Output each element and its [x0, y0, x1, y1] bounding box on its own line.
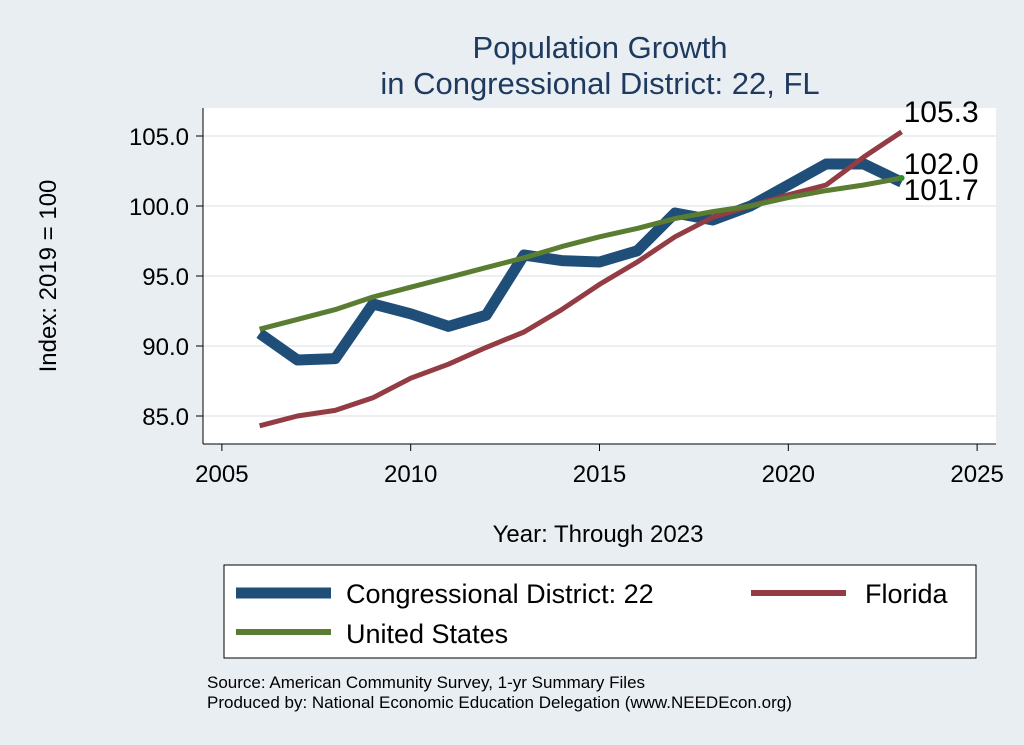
- chart-title-line-1: Population Growth: [472, 30, 727, 65]
- series-lines: [256, 129, 904, 429]
- x-tick-label-2: 2015: [573, 461, 626, 488]
- source-line-1: Source: American Community Survey, 1-yr …: [207, 673, 645, 692]
- x-tick-label-0: 2005: [195, 461, 248, 488]
- series-line-united-states: [258, 175, 903, 332]
- x-tick-label-4: 2025: [950, 461, 1003, 488]
- x-tick-label-1: 2010: [384, 461, 437, 488]
- grid-lines: [203, 135, 996, 417]
- legend-label-florida: Florida: [865, 579, 949, 609]
- y-tick-label-4: 105.0: [129, 124, 189, 151]
- end-labels: 101.7 105.3 102.0: [898, 96, 979, 207]
- end-marker-united-states: [898, 175, 905, 181]
- chart-title-line-2: in Congressional District: 22, FL: [380, 66, 819, 101]
- end-label-series-2: 102.0: [904, 148, 979, 181]
- end-label-series-0: 101.7: [904, 174, 979, 207]
- y-tick-label-1: 90.0: [142, 334, 189, 361]
- y-tick-label-2: 95.0: [142, 264, 189, 291]
- legend-label-district: Congressional District: 22: [346, 579, 654, 609]
- series-line-congressional-district-22: [256, 158, 904, 366]
- series-line-florida: [258, 129, 903, 429]
- x-axis-label: Year: Through 2023: [493, 521, 704, 548]
- legend-box: [223, 564, 977, 659]
- y-axis-label: Index: 2019 = 100: [35, 180, 62, 373]
- end-label-series-1: 105.3: [904, 96, 979, 129]
- source-line-2: Produced by: National Economic Education…: [207, 693, 792, 712]
- legend-label-united-states: United States: [346, 619, 508, 649]
- x-tick-label-3: 2020: [762, 461, 815, 488]
- y-tick-label-0: 85.0: [142, 404, 189, 431]
- tick-labels: 85.0 90.0 95.0 100.0 105.0 2005 2010 2015 2020 20…: [129, 124, 1004, 488]
- y-tick-label-3: 100.0: [129, 194, 189, 221]
